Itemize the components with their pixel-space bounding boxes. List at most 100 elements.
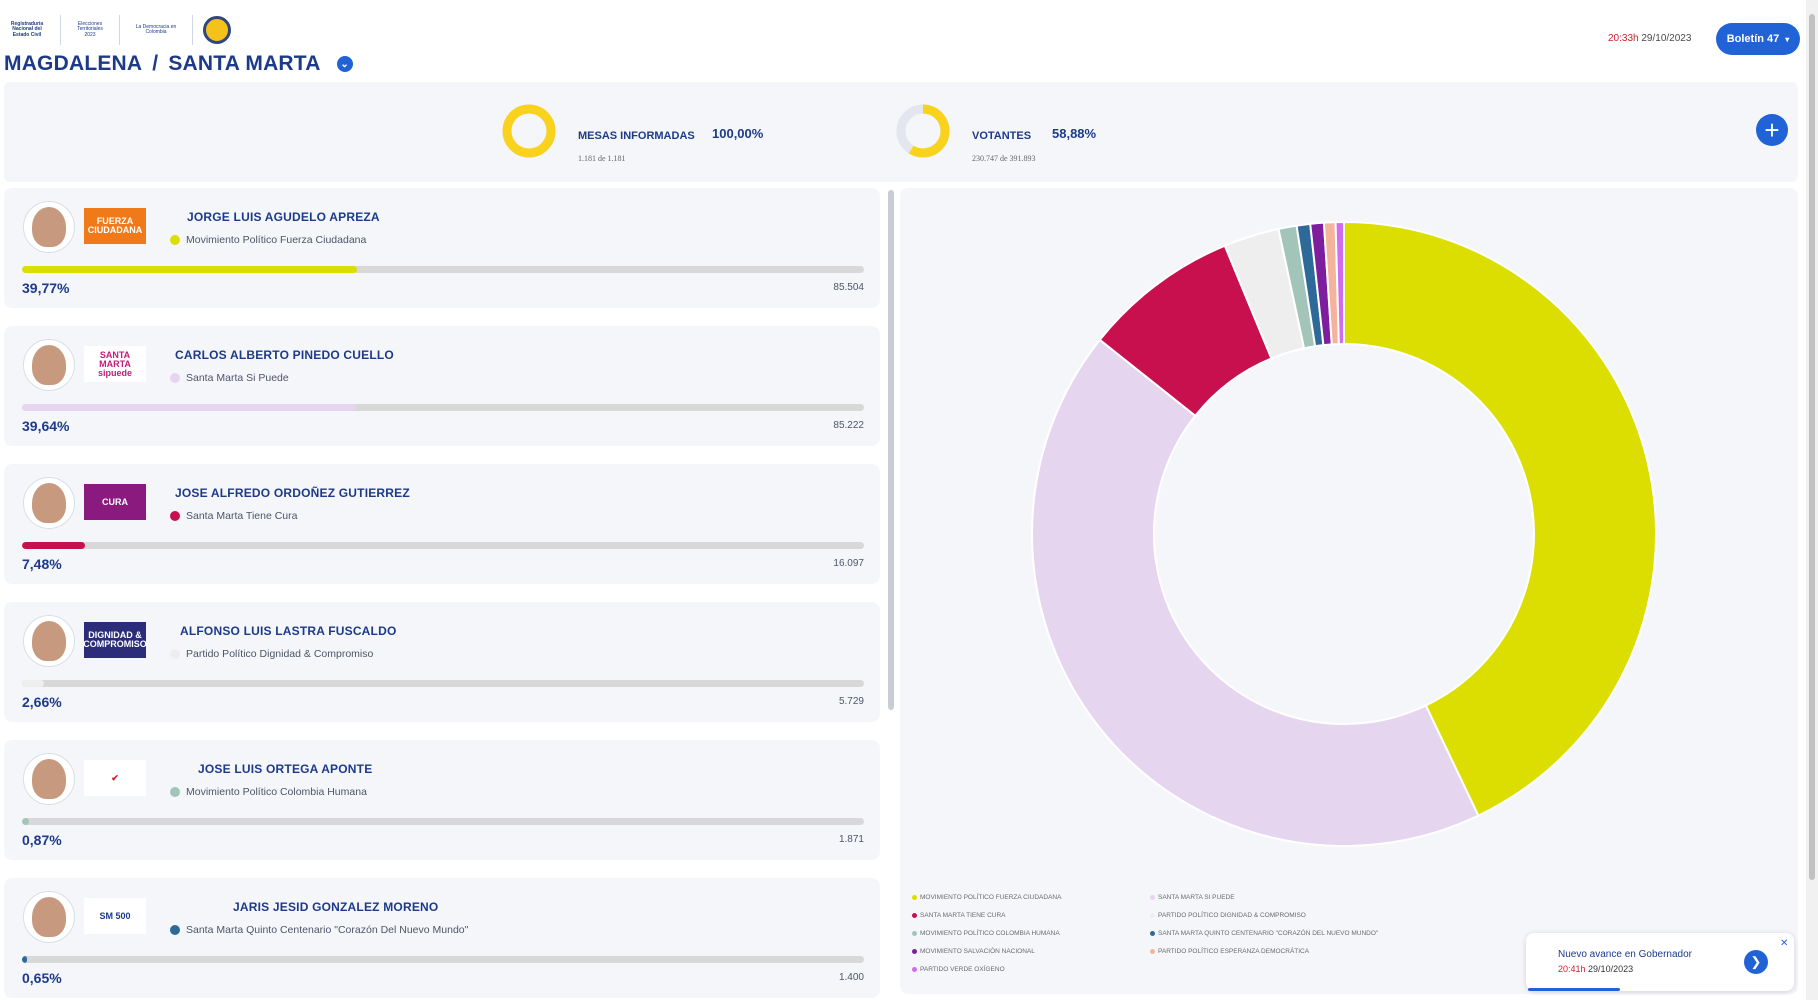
candidate-name: JOSE LUIS ORTEGA APONTE — [198, 762, 373, 776]
caret-down-icon: ▾ — [1785, 34, 1790, 44]
candidate-name: JORGE LUIS AGUDELO APREZA — [187, 210, 380, 224]
toast-time: 20:41h — [1558, 964, 1586, 974]
legend-label: PARTIDO POLÍTICO ESPERANZA DEMOCRÁTICA — [1158, 948, 1310, 955]
party-name: Partido Político Dignidad & Compromiso — [186, 648, 374, 660]
vote-share-fill — [22, 956, 28, 963]
boletin-dropdown-button[interactable]: Boletín 47 ▾ — [1716, 23, 1800, 55]
legend-item[interactable]: SANTA MARTA QUINTO CENTENARIO "CORAZÓN D… — [1150, 930, 1378, 937]
notification-toast[interactable]: Nuevo avance en Gobernador 20:41h 29/10/… — [1526, 933, 1794, 991]
toast-progress-bar — [1528, 988, 1620, 991]
results-donut-chart — [1031, 220, 1657, 847]
mesas-progress-ring — [502, 104, 556, 158]
registraduria-logo-text: Registraduría Nacional del Estado Civil — [10, 20, 44, 38]
mesas-count: 1.181 de 1.181 — [578, 154, 626, 163]
party-logo: FUERZA CIUDADANA — [84, 208, 146, 244]
candidate-name: JOSE ALFREDO ORDOÑEZ GUTIERREZ — [175, 486, 410, 500]
legend-swatch — [1150, 895, 1155, 900]
party-logo: SM 500 — [84, 898, 146, 934]
candidate-party: Movimiento Político Fuerza Ciudadana — [170, 234, 366, 246]
votantes-label: VOTANTES — [972, 130, 1032, 142]
party-name: Santa Marta Quinto Centenario "Corazón D… — [186, 924, 469, 936]
toast-open-button[interactable]: ❯ — [1744, 950, 1768, 974]
logo-divider — [192, 15, 193, 45]
party-logo-text: ✔ — [111, 772, 119, 783]
candidate-card[interactable]: FUERZA CIUDADANA JORGE LUIS AGUDELO APREZ… — [4, 188, 880, 308]
candidate-card[interactable]: DIGNIDAD & COMPROMISO ALFONSO LUIS LASTRA… — [4, 602, 880, 722]
vote-share-bar — [22, 680, 864, 687]
legend-item[interactable]: PARTIDO POLÍTICO ESPERANZA DEMOCRÁTICA — [1150, 948, 1309, 955]
candidate-votes: 85.504 — [833, 282, 864, 293]
mesas-label: MESAS INFORMADAS — [578, 130, 695, 142]
legend-item[interactable]: MOVIMIENTO SALVACIÓN NACIONAL — [912, 948, 1035, 955]
legend-item[interactable]: PARTIDO VERDE OXÍGENO — [912, 966, 1005, 973]
vote-share-bar — [22, 956, 864, 963]
toast-title: Nuevo avance en Gobernador — [1558, 949, 1692, 960]
candidate-percent: 0,87% — [22, 832, 62, 848]
candidate-card[interactable]: SM 500 JARIS JESID GONZALEZ MORENO Santa M… — [4, 878, 880, 998]
party-color-dot — [170, 373, 180, 383]
candidate-party: Santa Marta Si Puede — [170, 372, 289, 384]
candidate-percent: 39,77% — [22, 280, 70, 296]
legend-swatch — [912, 949, 917, 954]
votantes-stat: VOTANTES 58,88% 230.747 de 391.893 — [894, 102, 1194, 163]
donut-slice[interactable] — [1031, 338, 1480, 847]
toast-date: 29/10/2023 — [1588, 964, 1634, 974]
candidate-card[interactable]: SANTA MARTA sipuede CARLOS ALBERTO PINEDO… — [4, 326, 880, 446]
party-logo-text: FUERZA CIUDADANA — [87, 216, 143, 235]
candidate-photo — [23, 891, 75, 943]
logo-divider — [119, 15, 120, 45]
expand-plus-button[interactable]: + — [1756, 114, 1788, 146]
candidate-name: CARLOS ALBERTO PINEDO CUELLO — [175, 348, 394, 362]
candidate-votes: 5.729 — [838, 696, 864, 707]
candidate-votes: 1.400 — [838, 972, 864, 983]
candidate-photo — [23, 477, 75, 529]
candidate-percent: 0,65% — [22, 970, 62, 986]
legend-label: SANTA MARTA QUINTO CENTENARIO "CORAZÓN D… — [1158, 930, 1379, 937]
vote-share-bar — [22, 818, 864, 825]
chevron-down-icon[interactable]: ⌄ — [336, 56, 353, 72]
candidate-face — [32, 207, 66, 247]
region-breadcrumb: MAGDALENA / SANTA MARTA ⌄ — [4, 52, 353, 76]
legend-label: MOVIMIENTO SALVACIÓN NACIONAL — [920, 948, 1035, 955]
legend-item[interactable]: PARTIDO POLÍTICO DIGNIDAD & COMPROMISO — [1150, 912, 1306, 919]
vote-share-fill — [22, 818, 30, 825]
bulletin-date: 29/10/2023 — [1641, 33, 1692, 44]
candidate-face — [32, 483, 66, 523]
legend-item[interactable]: SANTA MARTA SI PUEDE — [1150, 894, 1235, 901]
candidate-photo — [23, 201, 75, 253]
party-logo-text: CURA — [102, 496, 128, 507]
legend-swatch — [912, 913, 917, 918]
candidate-face — [32, 345, 66, 385]
donut-slice[interactable] — [1334, 220, 1345, 346]
donut-slice[interactable] — [1343, 220, 1657, 817]
party-name: Movimiento Político Colombia Humana — [186, 786, 367, 798]
legend-item[interactable]: SANTA MARTA TIENE CURA — [912, 912, 1005, 919]
party-logo-text: SM 500 — [99, 910, 131, 921]
breadcrumb-separator: / — [152, 52, 159, 75]
legend-item[interactable]: MOVIMIENTO POLÍTICO COLOMBIA HUMANA — [912, 930, 1060, 937]
candidate-party: Santa Marta Tiene Cura — [170, 510, 297, 522]
close-icon[interactable]: ✕ — [1780, 938, 1789, 949]
candidate-name: ALFONSO LUIS LASTRA FUSCALDO — [180, 624, 397, 638]
page-scrollbar-thumb[interactable] — [1809, 14, 1815, 880]
candidate-list-scrollbar[interactable] — [888, 190, 894, 710]
results-chart-panel: MOVIMIENTO POLÍTICO FUERZA CIUDADANA SANT… — [900, 188, 1798, 994]
legend-swatch — [912, 931, 917, 936]
votantes-count: 230.747 de 391.893 — [972, 154, 1036, 163]
cne-seal-icon — [203, 16, 231, 44]
mesas-informadas-stat: MESAS INFORMADAS 100,00% 1.181 de 1.181 — [500, 102, 800, 163]
department-name[interactable]: MAGDALENA — [4, 52, 143, 75]
candidate-card[interactable]: ✔ JOSE LUIS ORTEGA APONTE Movimiento Polít… — [4, 740, 880, 860]
legend-label: PARTIDO POLÍTICO DIGNIDAD & COMPROMISO — [1158, 912, 1306, 919]
party-logo: CURA — [84, 484, 146, 520]
legend-item[interactable]: MOVIMIENTO POLÍTICO FUERZA CIUDADANA — [912, 894, 1061, 901]
candidate-list[interactable]: FUERZA CIUDADANA JORGE LUIS AGUDELO APREZ… — [4, 188, 884, 1000]
page-scrollbar[interactable] — [1806, 0, 1818, 1000]
candidate-card[interactable]: CURA JOSE ALFREDO ORDOÑEZ GUTIERREZ Santa … — [4, 464, 880, 584]
party-name: Santa Marta Tiene Cura — [186, 510, 298, 522]
party-name: Santa Marta Si Puede — [186, 372, 289, 384]
legend-label: MOVIMIENTO POLÍTICO COLOMBIA HUMANA — [920, 930, 1060, 937]
party-color-dot — [170, 235, 180, 245]
party-logo: ✔ — [84, 760, 146, 796]
